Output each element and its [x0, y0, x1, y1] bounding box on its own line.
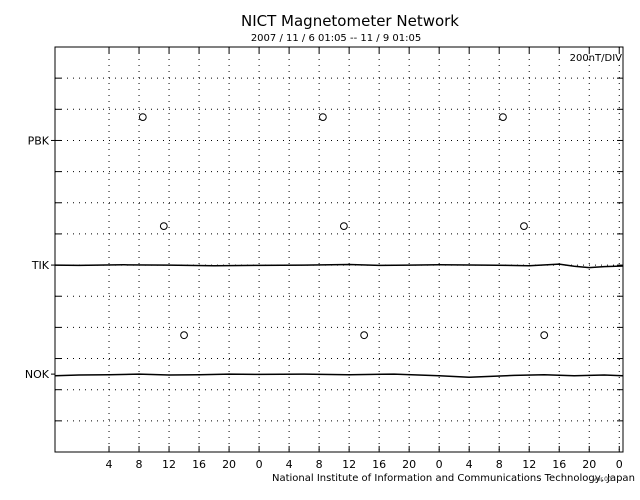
x-tick-label: 16	[552, 458, 566, 471]
plot-frame	[54, 46, 624, 453]
x-tick-label: 20	[222, 458, 236, 471]
marker-circle	[540, 331, 549, 340]
marker-circle	[360, 331, 369, 340]
marker-circle	[520, 222, 528, 231]
marker-circle	[159, 222, 168, 231]
x-tick-label: 12	[522, 458, 536, 471]
marker-circle	[339, 222, 348, 231]
x-tick-label: 4	[286, 458, 293, 471]
x-tick-label: 0	[436, 458, 443, 471]
x-tick-label: 8	[316, 458, 323, 471]
marker-circle	[180, 331, 188, 340]
chart-title: NICT Magnetometer Network	[240, 12, 459, 30]
x-tick-label: 4	[466, 458, 473, 471]
x-tick-label: 0	[256, 458, 263, 471]
station-label: TIK	[31, 259, 50, 272]
marker-circle	[318, 113, 327, 121]
x-tick-label: 16	[372, 458, 386, 471]
series-line-nok	[54, 373, 624, 378]
station-label: PBK	[28, 134, 50, 147]
x-tick-label: 20	[582, 458, 596, 471]
marker-circle	[499, 113, 507, 121]
station-label: NOK	[25, 368, 50, 381]
x-tick-label: 8	[496, 458, 503, 471]
x-tick-label: 12	[342, 458, 356, 471]
credit-text: National Institute of Information and Co…	[272, 473, 635, 484]
x-tick-label: 16	[192, 458, 206, 471]
x-tick-label: 0	[616, 458, 623, 471]
scale-label: 200nT/DIV	[569, 53, 622, 64]
series-line-tik	[54, 263, 624, 269]
x-tick-label: 8	[136, 458, 143, 471]
x-tick-label: 20	[402, 458, 416, 471]
version-stamp: ver.00	[593, 476, 612, 483]
x-tick-label: 12	[162, 458, 176, 471]
chart-subtitle: 2007 / 11 / 6 01:05 -- 11 / 9 01:05	[250, 33, 422, 44]
x-tick-label: 4	[106, 458, 113, 471]
marker-circle	[138, 113, 147, 121]
